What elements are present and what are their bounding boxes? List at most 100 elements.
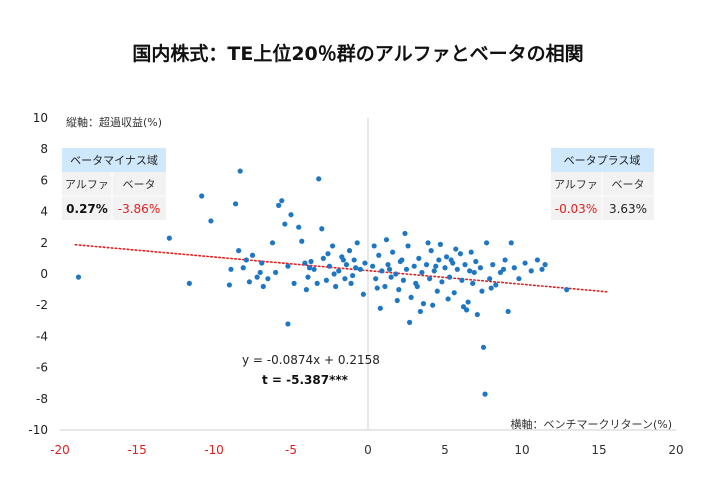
data-point [508,240,514,246]
data-point [285,321,291,327]
x-axis-title: 横軸：ベンチマークリターン(%) [511,417,672,431]
data-point [462,262,468,268]
data-point [296,224,302,230]
legend-negative-header-bg [62,148,166,172]
data-point [303,287,309,293]
legend-negative-alpha-value: 0.27% [66,202,108,216]
data-point [480,344,487,350]
data-point [326,263,333,269]
data-point [443,254,450,260]
data-point [377,305,383,311]
data-point [285,263,291,269]
legend-positive-title: ベータプラス域 [564,154,641,167]
data-point [500,266,507,272]
legend-positive-alpha-value: -0.03% [555,202,597,216]
data-point [260,283,266,290]
data-point [376,252,382,258]
data-point [439,279,445,285]
data-point [342,276,348,282]
legend-beta-negative: ベータマイナス域 アルファ ベータ 0.27% -3.86% [62,148,166,220]
x-tick-label: 0 [364,443,372,457]
data-point [487,276,493,282]
data-point [454,266,460,272]
legend-positive-beta-value: 3.63% [609,202,647,216]
y-tick-label: 8 [40,142,48,156]
data-point [430,302,436,308]
x-tick-label: -15 [127,443,147,457]
data-point [316,176,322,182]
data-point [396,287,402,293]
data-point [448,257,454,263]
data-point [305,274,311,280]
data-point [393,271,399,277]
data-point [542,262,548,268]
data-point [346,248,353,254]
y-tick-label: 4 [40,205,48,219]
data-point [516,276,522,282]
data-point [394,297,400,304]
data-point [505,308,511,315]
data-point [333,283,339,290]
data-point [416,255,422,261]
y-tick-label: -10 [28,423,48,437]
data-point [437,241,443,247]
data-point [306,265,313,271]
x-tick-label: 10 [514,443,529,457]
data-point [351,257,357,263]
legend-negative-col-beta: ベータ [123,178,156,191]
data-point [75,274,82,280]
data-point [362,260,368,266]
data-point [414,283,420,290]
y-tick-label: -2 [36,298,48,312]
data-point [373,276,379,282]
data-point [528,268,534,274]
data-point [265,276,271,282]
data-point [470,280,476,286]
data-point [243,257,249,263]
data-point [319,226,325,232]
data-point [257,269,263,276]
data-point [299,238,305,244]
data-point [479,288,485,294]
data-point [493,282,499,288]
data-point [354,240,360,246]
trend-line-group [74,243,608,293]
data-point [465,299,471,305]
data-point [428,248,434,254]
data-point [400,277,407,283]
y-tick-label: -6 [36,361,48,375]
data-point [370,263,376,269]
data-point [434,288,440,294]
data-point [340,257,346,263]
data-point [383,237,390,243]
data-point [348,280,354,286]
legend-positive-header-bg [551,148,654,172]
y-tick-label: 10 [33,111,48,125]
data-point [388,274,394,280]
data-point [360,291,366,297]
t-statistic-label: t = [262,373,286,387]
data-point [390,249,396,255]
data-point [468,249,474,255]
x-tick-label: 20 [668,443,683,457]
y-tick-label: 2 [40,236,48,250]
legend-negative-beta-value: -3.86% [118,202,160,216]
data-point [436,257,442,263]
data-point [276,202,282,208]
data-point [445,296,451,302]
data-point [166,235,172,241]
legend-negative-col-alpha: アルファ [65,178,109,191]
data-point [402,230,408,237]
data-point [488,285,494,291]
data-point [477,265,484,271]
data-point [311,266,317,272]
regression-equation: y = -0.0874x + 0.2158 [242,353,380,367]
data-point [374,285,380,291]
data-point [463,307,470,313]
data-point [522,260,528,266]
data-point [273,269,279,276]
data-point [288,212,294,218]
t-statistic: t = -5.387*** [262,373,349,387]
t-statistic-value: -5.387*** [286,373,348,387]
